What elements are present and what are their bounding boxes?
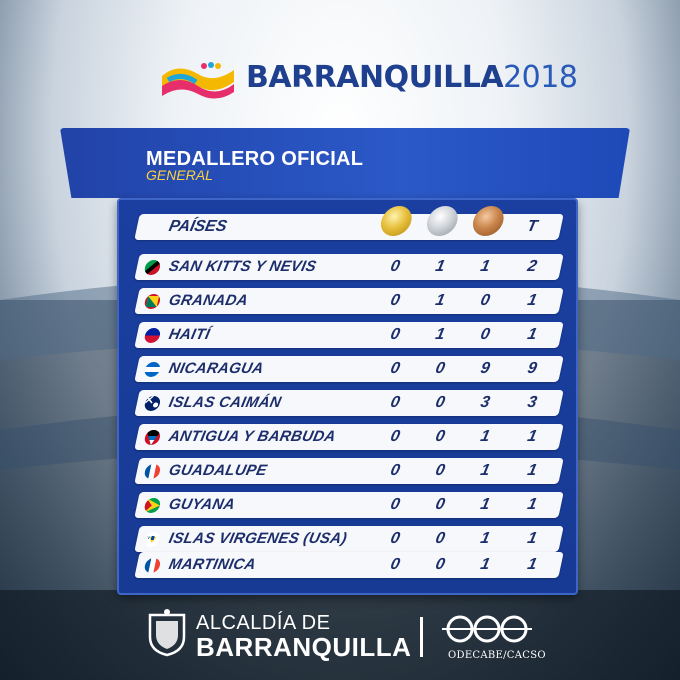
table-row: GUYANA 0 0 1 1 (134, 492, 564, 518)
footer-divider (420, 617, 423, 657)
title-banner (60, 128, 630, 198)
flag-guadeloupe-icon (143, 464, 162, 479)
page-title: MEDALLERO OFICIAL (146, 148, 364, 170)
flag-antigua-barbuda-icon (143, 430, 162, 445)
country-name: SAN KITTS Y NEVIS (167, 258, 319, 275)
gold-count: 0 (388, 530, 402, 547)
total-count: 9 (525, 360, 539, 377)
gold-count: 0 (388, 326, 402, 343)
silver-count: 0 (433, 428, 447, 445)
table-row: NICARAGUA 0 0 9 9 (134, 356, 564, 382)
table-row: HAITÍ 0 1 0 1 (134, 322, 564, 348)
barranquilla-2018-logo-icon (162, 62, 234, 99)
silver-count: 1 (433, 326, 447, 343)
flag-saint-kitts-icon (143, 260, 162, 275)
country-name: MARTINICA (167, 556, 258, 573)
table-row: MARTINICA 0 0 1 1 (134, 552, 564, 578)
country-name: HAITÍ (167, 326, 212, 343)
svg-text:V: V (147, 535, 151, 540)
bronze-count: 0 (478, 292, 492, 309)
flag-haiti-icon (143, 328, 162, 343)
bronze-count: 3 (478, 394, 492, 411)
total-count: 1 (525, 530, 539, 547)
country-name: GRANADA (167, 292, 250, 309)
country-name: ISLAS VIRGENES (USA) (167, 530, 349, 547)
bronze-count: 1 (478, 530, 492, 547)
gold-count: 0 (388, 292, 402, 309)
bronze-count: 1 (478, 462, 492, 479)
country-name: GUYANA (167, 496, 237, 513)
barranquilla-seal-icon (148, 609, 186, 657)
footer-line1: ALCALDÍA DE (196, 612, 331, 634)
country-name: GUADALUPE (167, 462, 269, 479)
total-count: 1 (525, 428, 539, 445)
silver-count: 0 (433, 360, 447, 377)
total-column-header: T (525, 218, 539, 235)
country-column-header: PAÍSES (167, 218, 229, 235)
flag-nicaragua-icon (143, 362, 162, 377)
total-count: 1 (525, 292, 539, 309)
gold-count: 0 (388, 394, 402, 411)
silver-count: 0 (433, 394, 447, 411)
page-subtitle: GENERAL (146, 167, 213, 183)
odecabe-logo-icon (442, 615, 532, 643)
table-row: SAN KITTS Y NEVIS 0 1 1 2 (134, 254, 564, 280)
bronze-count: 1 (478, 258, 492, 275)
flag-us-virgin-islands-icon: V (143, 532, 162, 547)
silver-count: 1 (433, 258, 447, 275)
gold-count: 0 (388, 496, 402, 513)
total-count: 1 (525, 326, 539, 343)
table-row: ISLAS CAIMÁN 0 0 3 3 (134, 390, 564, 416)
brand-name: BARRANQUILLA (246, 60, 504, 95)
bronze-count: 1 (478, 428, 492, 445)
country-name: NICARAGUA (167, 360, 266, 377)
gold-count: 0 (388, 462, 402, 479)
brand-year: 2018 (503, 60, 578, 95)
silver-count: 0 (433, 556, 447, 573)
flag-grenada-icon (143, 294, 162, 309)
bronze-count: 1 (478, 496, 492, 513)
total-count: 1 (525, 496, 539, 513)
country-name: ISLAS CAIMÁN (167, 394, 283, 411)
total-count: 3 (525, 394, 539, 411)
table-header-row: PAÍSES T (134, 206, 564, 240)
gold-count: 0 (388, 428, 402, 445)
org-name: ODECABE/CACSO (448, 650, 546, 661)
total-count: 2 (525, 258, 539, 275)
table-row: GRANADA 0 1 0 1 (134, 288, 564, 314)
brand-title: BARRANQUILLA2018 (246, 60, 578, 95)
flag-cayman-islands-icon (143, 396, 162, 411)
silver-count: 1 (433, 292, 447, 309)
footer-line2: BARRANQUILLA (196, 632, 412, 662)
flag-martinique-icon (143, 558, 162, 573)
total-count: 1 (525, 462, 539, 479)
silver-count: 0 (433, 496, 447, 513)
table-row: V ISLAS VIRGENES (USA) 0 0 1 1 (134, 526, 564, 552)
total-count: 1 (525, 556, 539, 573)
country-name: ANTIGUA Y BARBUDA (167, 428, 338, 445)
bronze-count: 1 (478, 556, 492, 573)
gold-count: 0 (388, 360, 402, 377)
gold-count: 0 (388, 258, 402, 275)
gold-count: 0 (388, 556, 402, 573)
bronze-count: 0 (478, 326, 492, 343)
flag-guyana-icon (143, 498, 162, 513)
table-row: GUADALUPE 0 0 1 1 (134, 458, 564, 484)
silver-count: 0 (433, 530, 447, 547)
bronze-count: 9 (478, 360, 492, 377)
silver-count: 0 (433, 462, 447, 479)
table-row: ANTIGUA Y BARBUDA 0 0 1 1 (134, 424, 564, 450)
